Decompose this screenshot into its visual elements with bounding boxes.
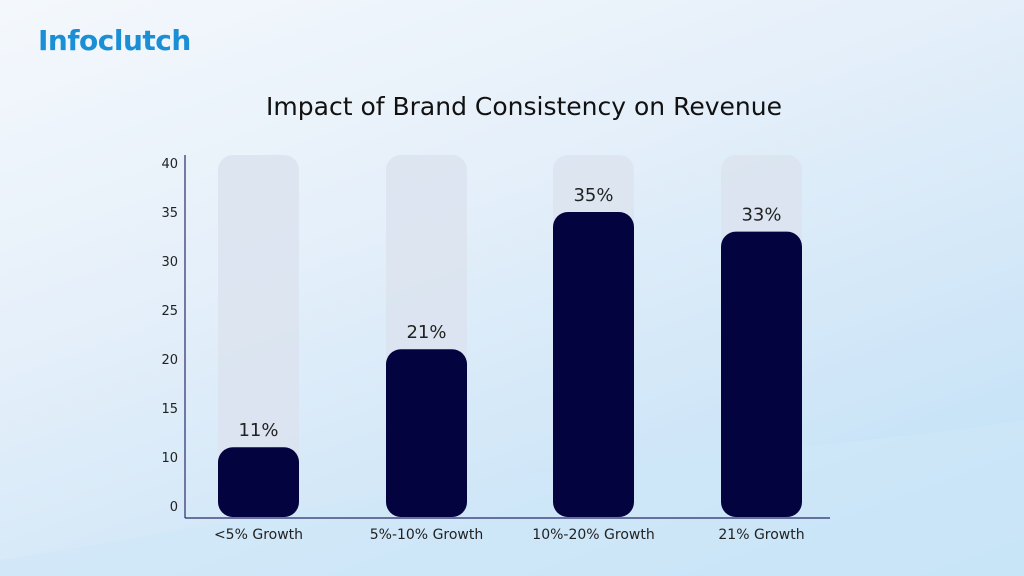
bar [218,447,299,517]
chart-title: Impact of Brand Consistency on Revenue [266,92,782,121]
bar [386,349,467,517]
y-tick-label: 15 [161,402,178,417]
y-tick-label: 25 [161,304,178,319]
y-tick-label: 40 [161,157,178,172]
x-tick-label: 10%-20% Growth [532,527,654,543]
y-tick-label: 30 [161,255,178,270]
x-tick-label: <5% Growth [214,527,303,543]
y-tick-label: 0 [170,500,178,515]
x-tick-label: 21% Growth [718,527,804,543]
x-tick-label: 5%-10% Growth [370,527,484,543]
data-label: 21% [406,322,446,343]
y-tick-label: 35 [161,206,178,221]
data-label: 33% [741,205,781,226]
bar [553,212,634,517]
bar-track [218,155,299,517]
data-label: 35% [573,185,613,206]
infoclutch-logo: Infoclutch [38,24,191,57]
y-tick-label: 10 [161,451,178,466]
y-tick-label: 20 [161,353,178,368]
data-label: 11% [238,420,278,441]
bar [721,231,802,517]
